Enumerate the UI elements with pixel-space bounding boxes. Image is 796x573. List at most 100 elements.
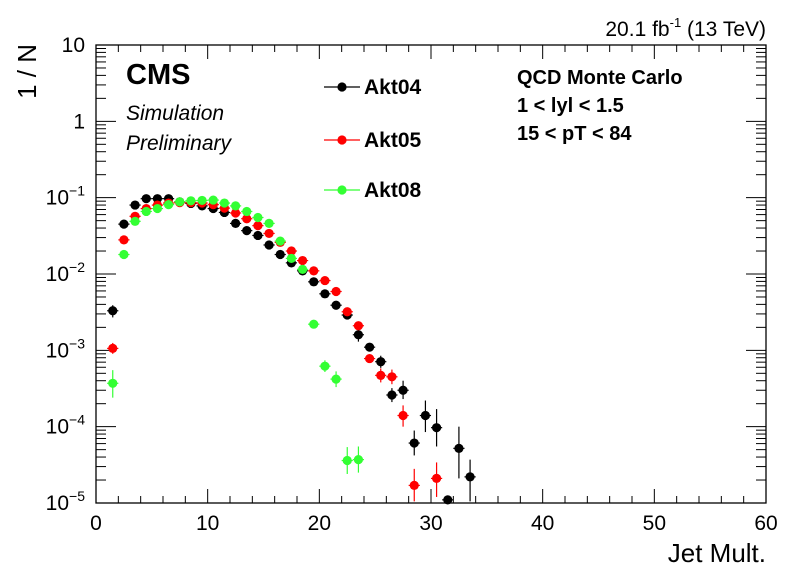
data-point (253, 230, 263, 241)
data-point (353, 330, 364, 340)
data-point (465, 472, 475, 482)
data-point (264, 228, 274, 239)
legend-item-akt08: Akt08 (324, 179, 422, 202)
y-tick-base: 1 (73, 110, 85, 133)
data-point (130, 200, 140, 210)
legend: Akt04 Akt05 Akt08 (324, 76, 422, 202)
data-point (253, 221, 263, 231)
y-tick-exponent: −3 (69, 335, 85, 351)
data-point (230, 208, 241, 218)
series-akt04 (107, 194, 476, 505)
x-tick-label: 10 (196, 512, 219, 535)
data-point (309, 319, 319, 329)
data-point (387, 390, 397, 400)
y-tick-base: 10 (46, 339, 69, 362)
data-point (275, 236, 285, 246)
data-point (420, 410, 431, 421)
info-line-2: 1 < lyl < 1.5 (517, 95, 624, 117)
data-point (331, 374, 341, 384)
data-point (208, 195, 218, 205)
y-tick-base: 10 (46, 187, 69, 210)
y-tick-exponent: −1 (69, 183, 85, 199)
y-tick-label: 1 (73, 110, 85, 133)
data-point (398, 410, 408, 421)
y-tick-exponent: −4 (69, 412, 85, 428)
legend-marker (337, 135, 347, 145)
info-line-3: 15 < pT < 84 (517, 123, 632, 145)
x-tick-label: 50 (643, 512, 666, 535)
data-point (342, 455, 352, 466)
data-point (353, 321, 364, 331)
simulation-label: Simulation (126, 102, 224, 125)
y-tick-base: 10 (46, 416, 69, 439)
info-line-1: QCD Monte Carlo (517, 67, 683, 89)
series-akt08 (107, 195, 365, 474)
data-point (152, 194, 163, 204)
data-point (141, 206, 151, 217)
lumi-label: 20.1 fb-1 (13 TeV) (605, 15, 766, 41)
data-point (242, 214, 252, 224)
lumi-exponent: -1 (670, 15, 682, 30)
data-point (108, 306, 118, 316)
y-tick-label: 10−3 (46, 335, 86, 362)
preliminary-label: Preliminary (126, 132, 233, 155)
data-point (376, 370, 386, 380)
legend-label: Akt08 (364, 179, 422, 202)
data-point (219, 198, 230, 208)
y-tick-exponent: −2 (69, 259, 85, 275)
legend-item-akt04: Akt04 (324, 76, 422, 99)
data-point (175, 197, 185, 207)
x-axis-title: Jet Mult. (668, 538, 766, 568)
data-point (376, 357, 386, 367)
data-point (387, 372, 397, 382)
data-point (320, 275, 330, 286)
data-point (253, 212, 263, 223)
x-tick-label: 20 (308, 512, 331, 535)
data-point (242, 226, 252, 236)
y-tick-label: 10−5 (46, 488, 86, 515)
data-point (431, 473, 442, 484)
data-point (320, 361, 330, 371)
data-point (364, 353, 375, 364)
y-tick-label: 10−2 (46, 259, 86, 286)
plot-frame (95, 44, 767, 504)
data-point (331, 300, 341, 310)
data-point (309, 277, 319, 287)
data-point (119, 235, 129, 245)
data-point (264, 218, 274, 229)
data-point (242, 206, 252, 217)
y-axis-title: 1 / N (12, 44, 42, 99)
data-point (286, 246, 297, 256)
data-point (409, 480, 419, 491)
data-point (275, 249, 285, 260)
y-tick-label: 10−1 (46, 183, 86, 210)
data-point (320, 289, 330, 299)
data-point (342, 307, 352, 317)
legend-item-akt05: Akt05 (324, 129, 422, 152)
y-tick-label: 10 (62, 34, 85, 57)
data-point (130, 216, 140, 226)
data-point (197, 195, 207, 206)
series-akt05 (107, 198, 443, 502)
data-point (152, 203, 163, 214)
x-tick-label: 40 (531, 512, 554, 535)
data-point (230, 201, 241, 211)
legend-label: Akt04 (364, 76, 422, 99)
data-point (230, 218, 241, 229)
data-point (286, 253, 297, 264)
y-tick-label: 10−4 (46, 412, 86, 439)
legend-marker (337, 185, 347, 195)
data-point (297, 264, 308, 274)
x-tick-label: 0 (90, 512, 102, 535)
x-tick-label: 30 (419, 512, 442, 535)
data-point (264, 240, 274, 250)
cms-label: CMS (126, 59, 190, 91)
y-tick-exponent: −5 (69, 488, 85, 504)
data-point (398, 385, 408, 395)
data-point (163, 200, 174, 210)
data-point (454, 443, 464, 453)
data-point (119, 219, 129, 229)
data-point (331, 286, 341, 297)
data-point (443, 495, 453, 505)
